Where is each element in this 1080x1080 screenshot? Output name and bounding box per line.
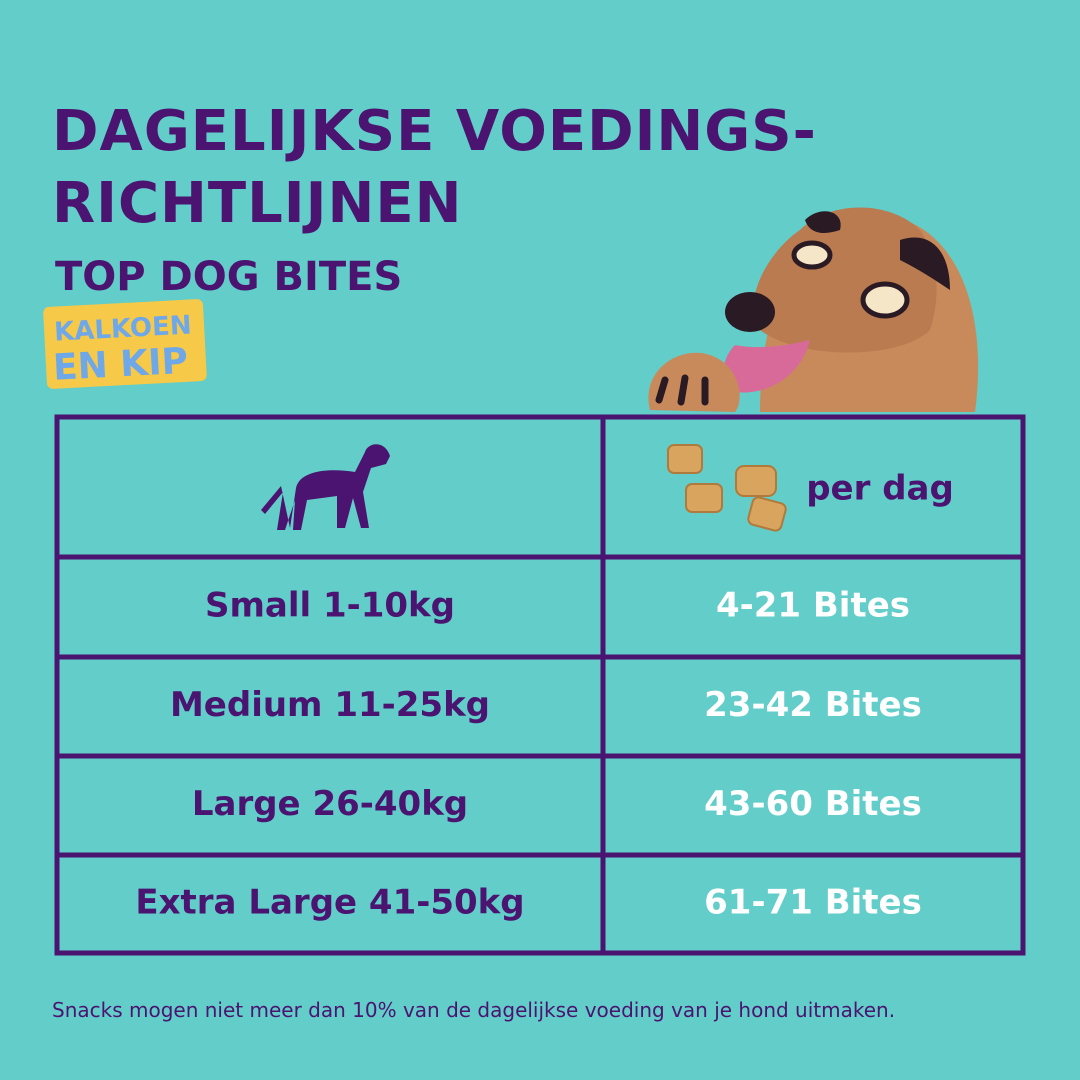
badge-bg — [43, 299, 207, 389]
dog-icon — [261, 444, 390, 530]
amount-cell: 61-71 Bites — [704, 883, 922, 923]
badge-line: KALKOEN — [53, 311, 192, 348]
table-grid — [54, 414, 1026, 956]
bites-icon — [667, 444, 787, 532]
table-rows: Small 1-10kg 4-21 Bites Medium 11-25kg 23-4… — [135, 586, 921, 923]
column-header: per dag — [806, 469, 954, 509]
size-cell: Extra Large 41-50kg — [135, 883, 524, 923]
amount-cell: 43-60 Bites — [704, 784, 922, 824]
footer: Snacks mogen niet meer dan 10% van de da… — [52, 998, 895, 1022]
title-line: DAGELIJKSE VOEDINGS- — [52, 99, 817, 164]
title-line: RICHTLIJNEN — [52, 171, 462, 236]
size-cell: Small 1-10kg — [205, 586, 455, 626]
size-cell: Large 26-40kg — [192, 784, 468, 824]
subtitle: TOP DOG BITES — [55, 254, 402, 300]
badge: KALKOEN EN KIP — [43, 299, 207, 389]
dog-illustration — [648, 207, 979, 412]
amount-cell: 23-42 Bites — [704, 685, 922, 725]
amount-cell: 4-21 Bites — [716, 586, 910, 626]
size-cell: Medium 11-25kg — [170, 685, 490, 725]
badge-line: EN KIP — [52, 341, 189, 389]
